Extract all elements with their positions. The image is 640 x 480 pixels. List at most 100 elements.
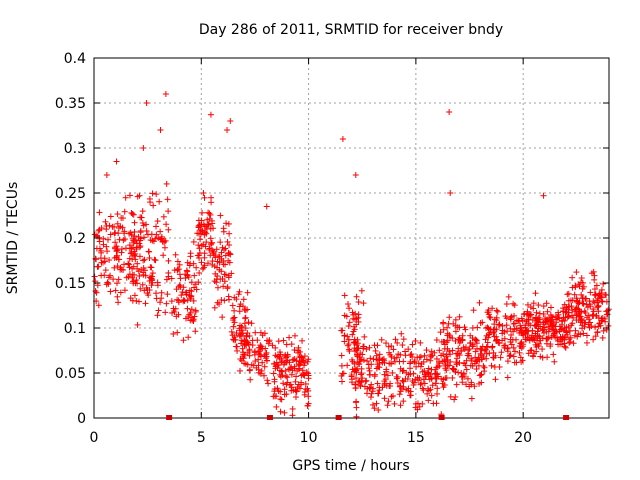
data-point (208, 240, 215, 247)
data-point (516, 329, 523, 336)
data-point (146, 255, 153, 262)
data-point (460, 344, 467, 351)
data-point (554, 314, 561, 321)
data-point (244, 361, 251, 368)
y-tick-label: 0.05 (55, 366, 86, 382)
data-point (277, 373, 284, 380)
data-point (219, 275, 226, 282)
data-point (275, 353, 282, 360)
data-point (104, 236, 111, 243)
ticks-layer: 0 0.05 0.1 0.15 0.2 0.25 0.3 0.35 0.4 0 5 10 15 20 (55, 51, 609, 446)
data-point (420, 387, 427, 394)
data-gap-marker (335, 415, 342, 420)
data-point (275, 338, 282, 345)
data-point (302, 380, 309, 387)
data-point (126, 271, 133, 278)
data-point (168, 275, 175, 282)
data-point (240, 296, 247, 303)
data-point (452, 316, 459, 323)
data-point (252, 358, 259, 365)
data-point (241, 306, 248, 313)
data-point (472, 354, 479, 361)
data-point (367, 355, 374, 362)
data-point (225, 257, 232, 264)
data-point (271, 386, 278, 393)
data-point (126, 192, 133, 199)
data-point (262, 345, 269, 352)
data-point (95, 227, 102, 234)
data-point (226, 230, 233, 237)
data-point (463, 366, 470, 373)
data-point (291, 332, 298, 339)
data-point (469, 343, 476, 350)
data-point (604, 307, 611, 314)
data-point (134, 321, 141, 328)
data-point (118, 214, 125, 221)
data-point (147, 237, 154, 244)
data-point (284, 353, 291, 360)
data-point (468, 395, 475, 402)
data-point (484, 324, 491, 331)
data-point (121, 236, 128, 243)
data-point (139, 208, 146, 215)
data-point (467, 340, 474, 347)
data-point (374, 380, 381, 387)
data-point (134, 265, 141, 272)
data-point (473, 366, 480, 373)
data-point (271, 376, 278, 383)
data-point (426, 376, 433, 383)
data-point (510, 344, 517, 351)
data-point (573, 269, 580, 276)
data-gap-marker (166, 415, 173, 420)
data-point (411, 359, 418, 366)
data-point (351, 368, 358, 375)
data-point (386, 349, 393, 356)
data-point (296, 385, 303, 392)
data-point (233, 296, 240, 303)
data-point (395, 351, 402, 358)
data-point (122, 194, 129, 201)
data-point (114, 247, 121, 254)
data-point (304, 358, 311, 365)
data-point (400, 336, 407, 343)
data-point (561, 343, 568, 350)
data-point (140, 257, 147, 264)
data-point (392, 336, 399, 343)
data-point (282, 373, 289, 380)
x-tick-label: 5 (197, 430, 206, 446)
data-point (551, 358, 558, 365)
data-point (184, 271, 191, 278)
data-point (569, 307, 576, 314)
data-point (152, 257, 159, 264)
data-point (259, 359, 266, 366)
data-point (478, 379, 485, 386)
data-point (409, 378, 416, 385)
data-point (351, 348, 358, 355)
data-point (406, 392, 413, 399)
data-point (199, 209, 206, 216)
data-point (305, 393, 312, 400)
data-point (356, 360, 363, 367)
data-point (265, 340, 272, 347)
data-point (493, 314, 500, 321)
data-point (373, 365, 380, 372)
data-point (391, 400, 398, 407)
data-point (591, 276, 598, 283)
data-point (436, 347, 443, 354)
data-point (550, 332, 557, 339)
data-point (409, 341, 416, 348)
data-point (202, 229, 209, 236)
data-point (141, 287, 148, 294)
data-point (525, 350, 532, 357)
data-point (422, 373, 429, 380)
data-point (443, 374, 450, 381)
data-point (596, 320, 603, 327)
data-point (566, 327, 573, 334)
data-point (440, 350, 447, 357)
data-point (363, 346, 370, 353)
data-point (358, 370, 365, 377)
data-point (376, 387, 383, 394)
data-point (218, 249, 225, 256)
data-point (158, 289, 165, 296)
data-point (458, 347, 465, 354)
